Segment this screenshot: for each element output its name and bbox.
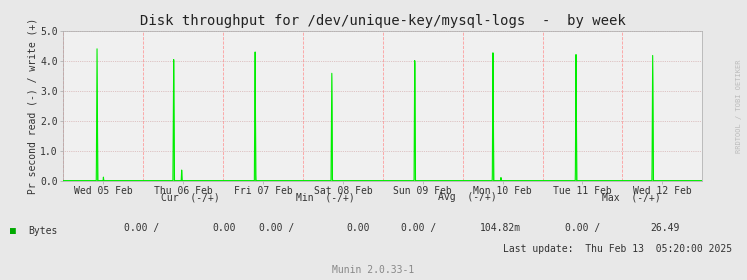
Text: 0.00 /: 0.00 / xyxy=(258,223,294,233)
Text: Bytes: Bytes xyxy=(28,226,58,236)
Text: Avg  (-/+): Avg (-/+) xyxy=(438,192,496,202)
Text: 26.49: 26.49 xyxy=(650,223,680,233)
Text: 0.00 /: 0.00 / xyxy=(565,223,601,233)
Text: Max  (-/+): Max (-/+) xyxy=(602,192,660,202)
Text: 0.00: 0.00 xyxy=(212,223,236,233)
Text: 0.00 /: 0.00 / xyxy=(124,223,160,233)
Title: Disk throughput for /dev/unique-key/mysql-logs  -  by week: Disk throughput for /dev/unique-key/mysq… xyxy=(140,14,626,28)
Text: 0.00: 0.00 xyxy=(347,223,371,233)
Text: RRDTOOL / TOBI OETIKER: RRDTOOL / TOBI OETIKER xyxy=(736,60,742,153)
Text: 0.00 /: 0.00 / xyxy=(400,223,436,233)
Text: ■: ■ xyxy=(10,226,16,236)
Text: Munin 2.0.33-1: Munin 2.0.33-1 xyxy=(332,265,415,275)
Text: 104.82m: 104.82m xyxy=(480,223,521,233)
Text: Cur  (-/+): Cur (-/+) xyxy=(161,192,220,202)
Text: Last update:  Thu Feb 13  05:20:00 2025: Last update: Thu Feb 13 05:20:00 2025 xyxy=(503,244,732,254)
Text: Min  (-/+): Min (-/+) xyxy=(296,192,354,202)
Y-axis label: Pr second read (-) / write (+): Pr second read (-) / write (+) xyxy=(28,18,37,194)
